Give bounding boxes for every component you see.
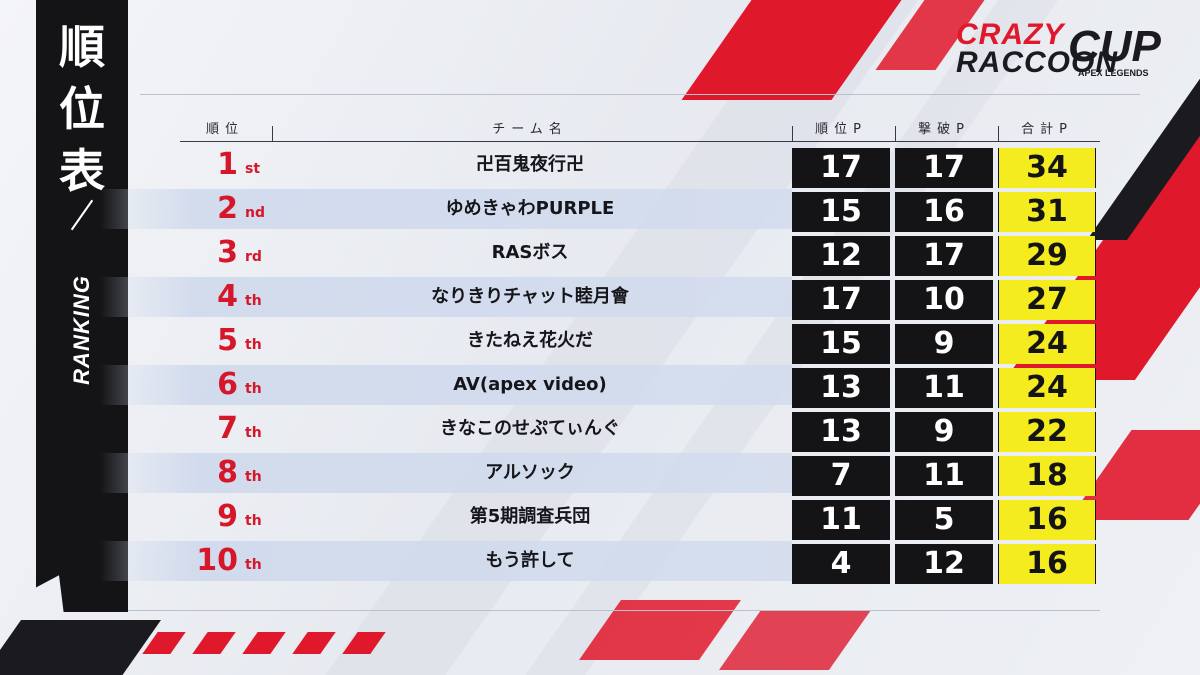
team-name: 第5期調査兵団 (469, 506, 591, 527)
header-rank: 順位 (205, 122, 244, 137)
table-row: 4 th なりきりチャット睦月會 17 10 27 (100, 277, 1100, 320)
placement-points-cell: 17 (792, 280, 890, 320)
rank-number: 7 (217, 411, 238, 446)
header-divider (180, 141, 1100, 142)
table-row: 10 th もう許して 4 12 16 (100, 541, 1100, 584)
rank-suffix: nd (245, 205, 265, 221)
team-name: きなこのせぷてぃんぐ (440, 418, 620, 439)
table-row: 3 rd RASボス 12 17 29 (100, 233, 1100, 276)
total-points-cell: 34 (998, 148, 1096, 188)
row-band (100, 277, 792, 317)
placement-points-cell: 17 (792, 148, 890, 188)
rank-suffix: rd (245, 249, 262, 265)
table-row: 5 th きたねえ花火だ 15 9 24 (100, 321, 1100, 364)
team-name: もう許して (485, 550, 575, 571)
total-points-cell: 31 (998, 192, 1096, 232)
header-kill-points: 撃破P (918, 122, 970, 137)
row-band (100, 189, 792, 229)
placement-points-cell: 15 (792, 192, 890, 232)
rank-suffix: th (245, 557, 262, 573)
rank-suffix: th (245, 293, 262, 309)
kill-points-cell: 9 (895, 324, 993, 364)
placement-points-cell: 11 (792, 500, 890, 540)
kill-points-cell: 10 (895, 280, 993, 320)
rank-number: 9 (217, 499, 238, 534)
row-band (100, 453, 792, 493)
team-name: きたねえ花火だ (467, 330, 593, 351)
rank-number: 4 (217, 279, 238, 314)
rank-number: 5 (217, 323, 238, 358)
kill-points-cell: 17 (895, 236, 993, 276)
table-row: 6 th AV(apex video) 13 11 24 (100, 365, 1100, 408)
table-row: 7 th きなこのせぷてぃんぐ 13 9 22 (100, 409, 1100, 452)
team-name: 卍百鬼夜行卍 (476, 154, 584, 175)
kill-points-cell: 17 (895, 148, 993, 188)
total-points-cell: 29 (998, 236, 1096, 276)
rank-number: 1 (217, 147, 238, 182)
rank-suffix: th (245, 425, 262, 441)
table-row: 2 nd ゆめきゃわPURPLE 15 16 31 (100, 189, 1100, 232)
placement-points-cell: 12 (792, 236, 890, 276)
rank-suffix: th (245, 513, 262, 529)
kill-points-cell: 12 (895, 544, 993, 584)
kill-points-cell: 16 (895, 192, 993, 232)
total-points-cell: 27 (998, 280, 1096, 320)
total-points-cell: 18 (998, 456, 1096, 496)
placement-points-cell: 7 (792, 456, 890, 496)
kill-points-cell: 9 (895, 412, 993, 452)
kill-points-cell: 5 (895, 500, 993, 540)
team-name: ゆめきゃわPURPLE (445, 198, 615, 219)
total-points-cell: 16 (998, 500, 1096, 540)
placement-points-cell: 4 (792, 544, 890, 584)
kill-points-cell: 11 (895, 368, 993, 408)
rank-suffix: th (245, 337, 262, 353)
placement-points-cell: 13 (792, 368, 890, 408)
table-row: 8 th アルソック 7 11 18 (100, 453, 1100, 496)
total-points-cell: 24 (998, 368, 1096, 408)
table-row: 9 th 第5期調査兵団 11 5 16 (100, 497, 1100, 540)
header-total-points: 合計P (1021, 122, 1073, 137)
rank-suffix: th (245, 469, 262, 485)
team-name: アルソック (485, 462, 575, 483)
rank-suffix: th (245, 381, 262, 397)
total-points-cell: 24 (998, 324, 1096, 364)
title-en: RANKING (69, 275, 94, 385)
placement-points-cell: 15 (792, 324, 890, 364)
rank-number: 6 (217, 367, 238, 402)
rank-suffix: st (245, 161, 261, 177)
team-name: なりきりチャット睦月會 (431, 286, 629, 307)
total-points-cell: 22 (998, 412, 1096, 452)
crazy-raccoon-cup-logo: CRAZY RACCOON CUP APEX LEGENDS (956, 18, 1161, 79)
title-jp: 順 位 表 (59, 20, 105, 198)
rank-number: 10 (196, 543, 238, 578)
rank-number: 8 (217, 455, 238, 490)
total-points-cell: 16 (998, 544, 1096, 584)
header-placement-points: 順位P (815, 122, 867, 137)
row-band (100, 365, 792, 405)
header-team: チーム名 (492, 122, 568, 137)
row-band (100, 541, 792, 581)
team-name: RASボス (491, 242, 569, 263)
rank-number: 3 (217, 235, 238, 270)
divider-slash (70, 199, 94, 231)
rank-number: 2 (217, 191, 238, 226)
kill-points-cell: 11 (895, 456, 993, 496)
team-name: AV(apex video) (453, 374, 607, 395)
placement-points-cell: 13 (792, 412, 890, 452)
